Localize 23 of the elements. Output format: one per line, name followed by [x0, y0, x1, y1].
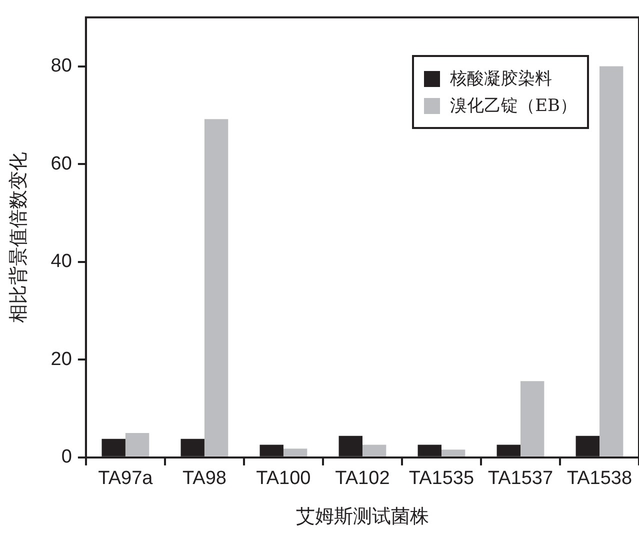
x-tick-label: TA1538 — [566, 468, 632, 490]
bar — [125, 432, 150, 456]
legend-label: 溴化乙锭（EB） — [450, 95, 577, 118]
x-axis-title: 艾姆斯测试菌株 — [296, 506, 429, 528]
y-tick-label: 0 — [61, 446, 72, 468]
y-tick-label: 80 — [50, 56, 72, 77]
bar — [362, 444, 386, 456]
x-tick-label: TA1535 — [408, 468, 474, 490]
y-axis-title: 相比背景值倍数变化 — [7, 152, 30, 323]
y-tick-label: 60 — [50, 153, 72, 174]
bar — [283, 448, 308, 456]
legend-label: 核酸凝胶染料 — [450, 68, 552, 90]
x-tick-label: TA98 — [182, 468, 226, 490]
x-tick-label: TA1537 — [488, 468, 554, 490]
bar — [204, 119, 228, 456]
bar — [520, 381, 544, 456]
y-tick-label: 20 — [50, 348, 72, 370]
bar — [441, 450, 466, 456]
x-tick-label: TA100 — [256, 468, 311, 490]
x-tick-label: TA97a — [98, 468, 154, 490]
x-tick-label: TA102 — [335, 468, 390, 490]
bar — [599, 66, 624, 456]
y-tick-label: 40 — [50, 251, 72, 272]
